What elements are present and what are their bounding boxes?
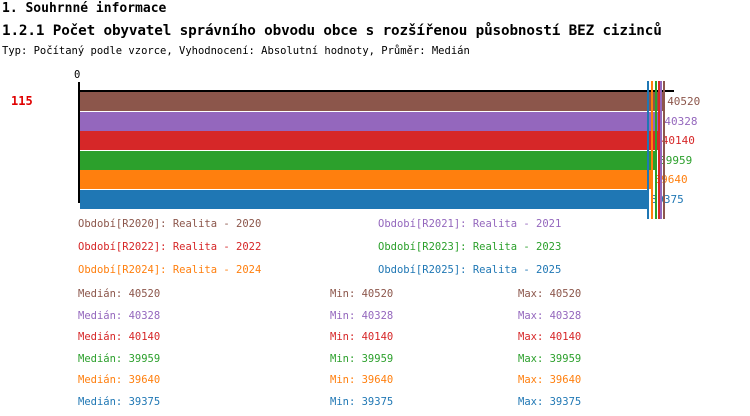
axis-origin-label: 0: [74, 69, 81, 81]
legend-item-r2021[interactable]: Období[R2021]: Realita - 2021: [378, 218, 562, 230]
stat-median-r2023: Medián: 39959: [78, 352, 161, 365]
page-subtitle: Typ: Počítaný podle vzorce, Vyhodnocení:…: [2, 45, 470, 57]
stat-median-r2022: Medián: 40140: [78, 331, 161, 343]
page-title: 1.2.1 Počet obyvatel správního obvodu ob…: [2, 23, 662, 39]
stat-min-r2020: Min: 40520: [330, 288, 394, 300]
bar-rect[interactable]: [80, 92, 665, 111]
bar-rect[interactable]: [80, 111, 662, 131]
bar-rect[interactable]: [80, 150, 657, 170]
row-count-badge: 115: [11, 94, 33, 108]
stat-min-r2025: Min: 39375: [330, 395, 394, 408]
stat-median-r2020: Medián: 40520: [78, 288, 161, 300]
stat-median-r2024: Medián: 39640: [78, 374, 161, 386]
stat-min-r2021: Min: 40328: [330, 309, 394, 322]
median-tick-marker: [663, 81, 666, 219]
bar-value-label: 39959: [659, 153, 693, 167]
median-tick-marker: [646, 81, 649, 219]
stat-max-r2022: Max: 40140: [518, 331, 582, 343]
median-tick-marker: [655, 81, 658, 219]
y-axis-line: [78, 82, 80, 203]
bar-value-label: 39640: [654, 173, 688, 186]
bar-chart: 0 115 R202040520R202140328R202240140R202…: [0, 69, 750, 219]
stat-min-r2022: Min: 40140: [330, 331, 394, 343]
page-heading-section: 1. Souhrnné informace: [2, 1, 167, 16]
median-tick-marker: [657, 81, 660, 219]
chart-top-rule: [78, 90, 674, 92]
stat-max-r2021: Max: 40328: [518, 309, 582, 322]
legend-item-r2020[interactable]: Období[R2020]: Realita - 2020: [78, 218, 262, 230]
legend-item-r2023[interactable]: Období[R2023]: Realita - 2023: [378, 241, 562, 253]
stat-max-r2025: Max: 39375: [518, 395, 582, 408]
stat-median-r2025: Medián: 39375: [78, 395, 161, 408]
bar-value-label: 40140: [661, 134, 695, 147]
bar-rect[interactable]: [80, 131, 659, 150]
stat-max-r2023: Max: 39959: [518, 352, 582, 365]
bar-value-label: 40520: [667, 95, 701, 108]
legend-item-r2024[interactable]: Období[R2024]: Realita - 2024: [78, 264, 262, 276]
legend-item-r2022[interactable]: Období[R2022]: Realita - 2022: [78, 241, 262, 253]
stat-max-r2024: Max: 39640: [518, 374, 582, 386]
bar-value-label: 40328: [664, 114, 698, 128]
median-tick-marker: [660, 81, 663, 219]
stat-min-r2023: Min: 39959: [330, 352, 394, 365]
stat-max-r2020: Max: 40520: [518, 288, 582, 300]
legend-item-r2025[interactable]: Období[R2025]: Realita - 2025: [378, 264, 562, 276]
median-tick-marker: [650, 81, 653, 219]
stat-min-r2024: Min: 39640: [330, 374, 394, 386]
bar-rect[interactable]: [80, 189, 648, 209]
stat-median-r2021: Medián: 40328: [78, 309, 161, 322]
bar-rect[interactable]: [80, 170, 652, 189]
